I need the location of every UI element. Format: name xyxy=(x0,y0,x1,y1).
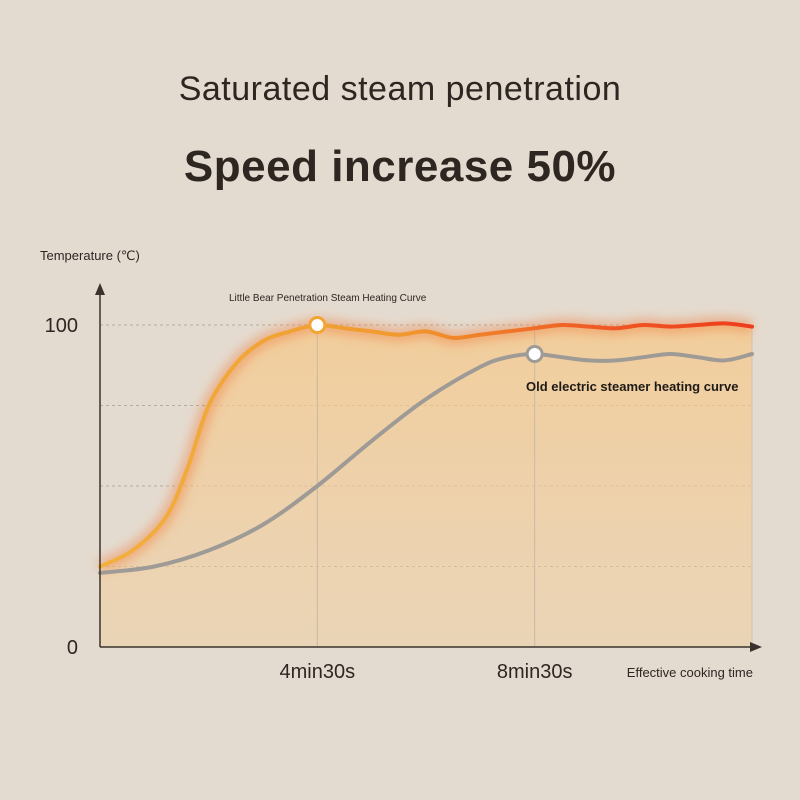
y-axis-arrow-icon xyxy=(95,283,105,295)
x-tick-label: 4min30s xyxy=(280,661,356,683)
marker-old-steamer-point xyxy=(525,344,544,363)
marker-little-bear-point xyxy=(308,316,327,334)
series-area-fill xyxy=(100,323,752,647)
headline-title: Saturated steam penetration xyxy=(178,70,622,108)
series-line-old-steamer xyxy=(98,351,754,575)
y-tick-label: 100 xyxy=(45,315,78,337)
headline-subtitle: Speed increase 50% xyxy=(183,142,617,191)
annotation-old-steamer: Old electric steamer heating curve xyxy=(526,379,738,394)
y-tick-label: 0 xyxy=(67,637,78,659)
annotation-little-bear: Little Bear Penetration Steam Heating Cu… xyxy=(229,293,427,304)
x-axis-arrow-icon xyxy=(750,642,762,652)
y-axis-label: Temperature (℃) xyxy=(40,248,140,263)
point-markers xyxy=(308,316,544,363)
series-line-little-bear xyxy=(98,321,754,569)
x-axis-label: Effective cooking time xyxy=(627,665,753,680)
tick-labels: 0 100 4min30s 8min30s xyxy=(45,315,573,683)
x-tick-label: 8min30s xyxy=(497,661,573,683)
